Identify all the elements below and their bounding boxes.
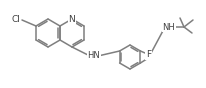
Text: F: F <box>146 51 151 59</box>
Text: Cl: Cl <box>12 15 20 24</box>
Text: NH: NH <box>163 23 175 32</box>
Text: HN: HN <box>88 51 100 61</box>
Text: N: N <box>69 15 75 23</box>
